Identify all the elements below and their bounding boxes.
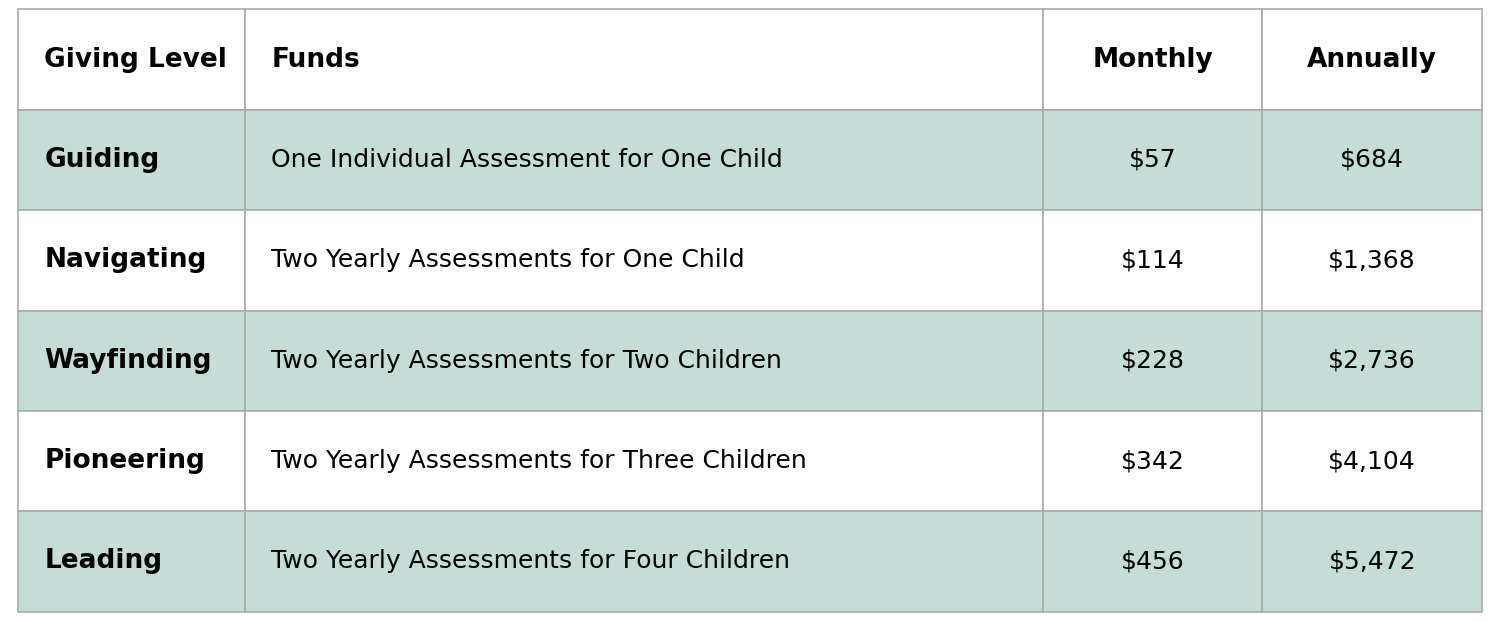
Bar — [1042, 210, 1263, 310]
Bar — [1263, 310, 1482, 411]
Text: $57: $57 — [1130, 148, 1176, 172]
Text: Wayfinding: Wayfinding — [45, 348, 211, 374]
Bar — [1263, 411, 1482, 511]
Bar — [18, 511, 244, 612]
Bar — [1042, 310, 1263, 411]
Bar — [1042, 511, 1263, 612]
Bar — [18, 310, 244, 411]
Text: One Individual Assessment for One Child: One Individual Assessment for One Child — [272, 148, 783, 172]
Bar — [1042, 9, 1263, 110]
Bar — [244, 511, 1042, 612]
Text: Guiding: Guiding — [45, 147, 159, 173]
Text: $228: $228 — [1120, 349, 1185, 373]
Text: Two Yearly Assessments for Two Children: Two Yearly Assessments for Two Children — [272, 349, 782, 373]
Bar — [18, 210, 244, 310]
Text: Funds: Funds — [272, 47, 360, 73]
Text: $4,104: $4,104 — [1329, 449, 1416, 473]
Text: $684: $684 — [1340, 148, 1404, 172]
Text: $456: $456 — [1120, 550, 1185, 573]
Bar — [1042, 110, 1263, 210]
Bar — [244, 9, 1042, 110]
Text: Navigating: Navigating — [45, 247, 207, 273]
Bar — [18, 411, 244, 511]
Bar — [1263, 9, 1482, 110]
Text: Annually: Annually — [1306, 47, 1437, 73]
Text: Two Yearly Assessments for One Child: Two Yearly Assessments for One Child — [272, 248, 746, 272]
Text: $2,736: $2,736 — [1329, 349, 1416, 373]
Bar — [244, 411, 1042, 511]
Text: $342: $342 — [1120, 449, 1185, 473]
Text: Monthly: Monthly — [1092, 47, 1214, 73]
Bar — [1263, 110, 1482, 210]
Text: Two Yearly Assessments for Four Children: Two Yearly Assessments for Four Children — [272, 550, 790, 573]
Text: Pioneering: Pioneering — [45, 448, 206, 474]
Bar — [244, 110, 1042, 210]
Text: $1,368: $1,368 — [1329, 248, 1416, 272]
Bar — [18, 110, 244, 210]
Text: Two Yearly Assessments for Three Children: Two Yearly Assessments for Three Childre… — [272, 449, 807, 473]
Text: $114: $114 — [1120, 248, 1185, 272]
Bar — [1263, 511, 1482, 612]
Bar — [18, 9, 244, 110]
Bar — [244, 210, 1042, 310]
Bar — [1263, 210, 1482, 310]
Text: $5,472: $5,472 — [1329, 550, 1416, 573]
Bar — [1042, 411, 1263, 511]
Text: Giving Level: Giving Level — [45, 47, 226, 73]
Text: Leading: Leading — [45, 548, 162, 574]
Bar — [244, 310, 1042, 411]
